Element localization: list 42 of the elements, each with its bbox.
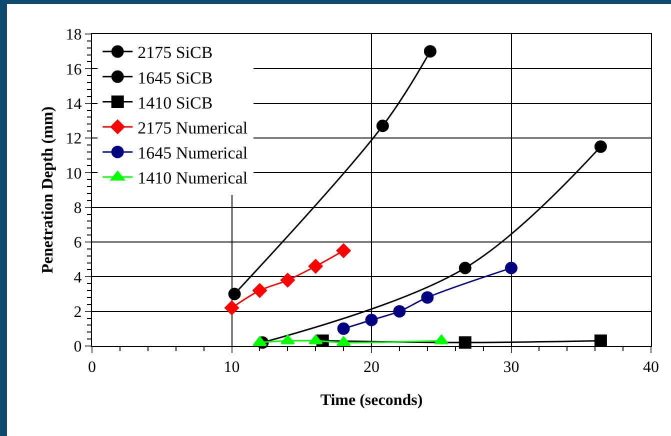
point [458, 336, 472, 349]
legend-label: 1410 Numerical [138, 168, 248, 188]
point [421, 291, 434, 304]
legend-label: 1645 SiCB [138, 68, 213, 88]
point [336, 336, 351, 346]
y-tick-label: 16 [66, 61, 82, 78]
legend-label: 2175 SiCB [138, 43, 213, 62]
legend-label: 2175 Numerical [138, 118, 248, 138]
x-tick-label: 10 [224, 359, 240, 376]
point [280, 272, 295, 288]
point [365, 314, 378, 326]
y-tick-label: 2 [74, 304, 82, 321]
y-tick-label: 4 [74, 269, 82, 286]
y-axis-title: Penetration Depth (mm) [40, 106, 57, 274]
point [336, 243, 351, 258]
point [337, 322, 350, 335]
y-tick-label: 18 [66, 26, 82, 44]
point [376, 120, 389, 132]
x-axis-title: Time (seconds) [320, 392, 423, 409]
point [228, 288, 241, 300]
point [594, 334, 607, 348]
point [393, 305, 406, 318]
x-tick-label: 20 [364, 359, 380, 376]
y-tick-label: 12 [66, 130, 82, 148]
y-tick-label: 6 [74, 234, 82, 252]
point [458, 262, 472, 274]
point [224, 300, 239, 316]
y-tick-label: 14 [66, 96, 82, 113]
x-tick-label: 40 [643, 359, 659, 376]
y-tick-label: 8 [74, 200, 82, 217]
point [252, 283, 267, 298]
legend-label: 1645 Numerical [138, 144, 248, 163]
point [505, 262, 518, 274]
point [424, 45, 436, 58]
point [252, 336, 267, 346]
x-tick-label: 0 [88, 359, 96, 376]
y-tick-label: 10 [66, 165, 82, 182]
y-tick-label: 0 [74, 338, 82, 356]
point [594, 140, 607, 153]
legend-label: 1410 SiCB [138, 93, 213, 112]
x-tick-label: 30 [503, 359, 520, 376]
point [308, 259, 323, 274]
